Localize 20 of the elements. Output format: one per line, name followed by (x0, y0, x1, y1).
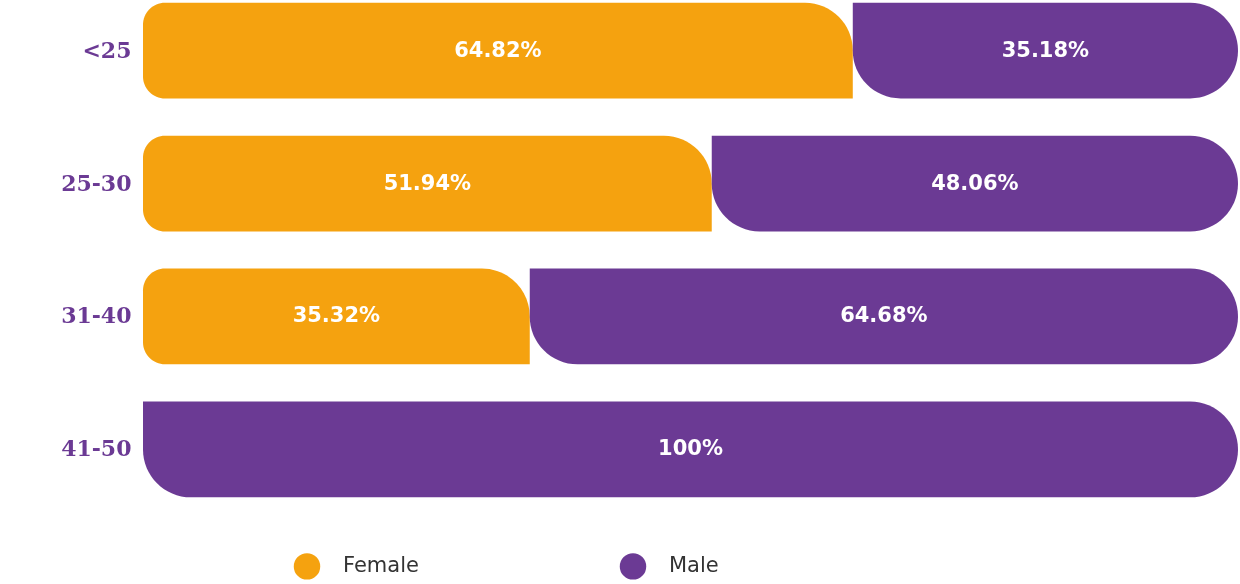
data-label: 48.06% (931, 170, 1019, 195)
data-label: 64.82% (454, 37, 542, 62)
y-tick-label: 41-50 (61, 435, 132, 462)
y-tick-label: 25-30 (61, 169, 132, 196)
bar (143, 135, 712, 232)
bar (711, 135, 1238, 232)
legend-label: Female (343, 553, 419, 578)
data-label: 35.32% (292, 303, 381, 328)
y-tick-label: <25 (82, 36, 132, 63)
legend-label: Male (669, 553, 719, 578)
data-label: 100% (658, 436, 723, 461)
data-label: 35.18% (1001, 37, 1090, 62)
y-tick-label: 31-40 (61, 302, 132, 329)
bar (143, 2, 853, 99)
bar (529, 268, 1238, 365)
bar (143, 401, 1238, 498)
data-label: 64.68% (840, 303, 928, 328)
bar (143, 268, 530, 365)
bar (852, 2, 1238, 99)
data-label: 51.94% (383, 170, 472, 195)
